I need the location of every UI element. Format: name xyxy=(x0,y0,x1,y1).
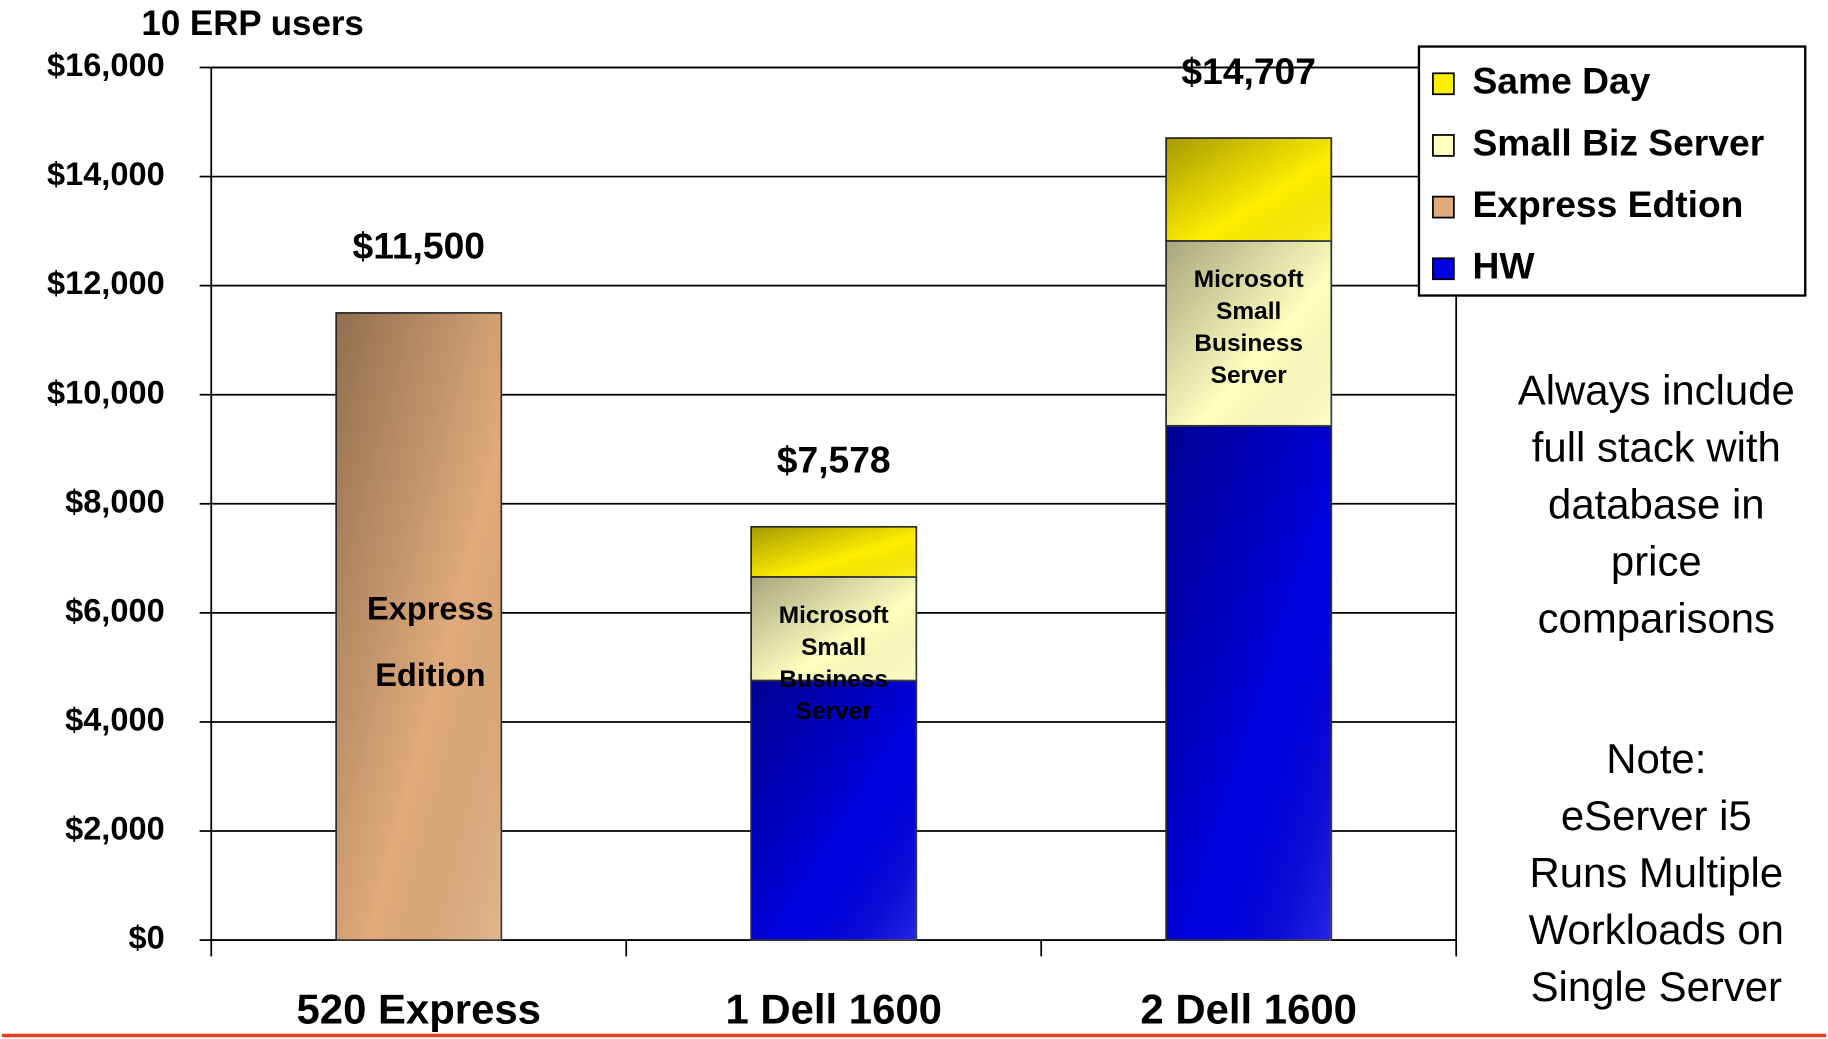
side-note: comparisons xyxy=(1538,594,1775,641)
total-label: $7,578 xyxy=(777,439,891,481)
legend-label: Small Biz Server xyxy=(1472,121,1764,163)
bar-shade xyxy=(1166,138,1332,241)
y-tick-label: $6,000 xyxy=(65,592,165,628)
segment-label: Edition xyxy=(375,657,485,693)
y-tick-label: $2,000 xyxy=(65,811,165,847)
y-tick-label: $10,000 xyxy=(47,374,165,410)
side-note: Always include xyxy=(1518,366,1795,413)
chart-title: 10 ERP users xyxy=(141,4,363,43)
segment-label: Small xyxy=(801,634,866,661)
segment-label: Business xyxy=(779,666,888,693)
bar-shade xyxy=(751,526,917,577)
legend-label: Same Day xyxy=(1472,60,1650,102)
legend-label: HW xyxy=(1472,245,1535,287)
segment-label: Express xyxy=(367,590,494,626)
bar-shade xyxy=(751,576,917,681)
segment-label: Server xyxy=(1211,362,1288,389)
y-tick-label: $12,000 xyxy=(47,265,165,301)
total-label: $14,707 xyxy=(1181,50,1316,92)
segment-label: Business xyxy=(1194,330,1303,357)
legend-label: Express Edtion xyxy=(1472,183,1743,225)
y-tick-label: $14,000 xyxy=(47,156,165,192)
segment-label: Server xyxy=(796,698,873,725)
side-note: Note: xyxy=(1606,735,1706,782)
side-note: full stack with xyxy=(1532,423,1781,470)
side-note: Workloads on xyxy=(1529,906,1784,953)
y-tick-label: $0 xyxy=(128,920,164,956)
legend-box xyxy=(1417,45,1807,297)
x-tick-label: 1 Dell 1600 xyxy=(725,985,942,1032)
legend-swatch xyxy=(1432,134,1455,157)
y-tick-label: $8,000 xyxy=(65,483,165,519)
y-tick-label: $16,000 xyxy=(47,47,165,83)
side-note: Single Server xyxy=(1531,963,1782,1010)
x-tick-label: 2 Dell 1600 xyxy=(1140,985,1357,1032)
side-note: Runs Multiple xyxy=(1529,849,1783,896)
segment-label: Microsoft xyxy=(1194,266,1304,293)
legend-swatch xyxy=(1432,72,1455,96)
x-tick-label: 520 Express xyxy=(297,985,541,1032)
side-note: eServer i5 xyxy=(1561,792,1752,839)
legend-swatch xyxy=(1432,257,1455,281)
legend-swatch xyxy=(1432,195,1455,219)
y-tick-label: $4,000 xyxy=(65,702,165,738)
bar-shade xyxy=(1166,425,1332,941)
bar-shade xyxy=(751,680,917,941)
total-label: $11,500 xyxy=(352,225,484,267)
segment-label: Microsoft xyxy=(779,602,889,629)
segment-label: Small xyxy=(1216,298,1281,325)
side-note: price xyxy=(1611,537,1702,584)
bar-shade xyxy=(336,312,502,941)
bar-shade xyxy=(1166,240,1332,426)
side-note: database in xyxy=(1548,480,1765,527)
